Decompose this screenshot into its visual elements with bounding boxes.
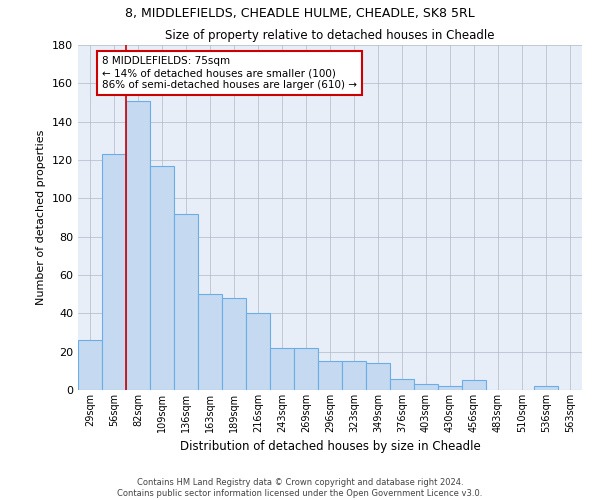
Bar	[78, 340, 102, 390]
Text: Contains HM Land Registry data © Crown copyright and database right 2024.
Contai: Contains HM Land Registry data © Crown c…	[118, 478, 482, 498]
Bar	[150, 166, 174, 390]
X-axis label: Distribution of detached houses by size in Cheadle: Distribution of detached houses by size …	[179, 440, 481, 454]
Bar	[102, 154, 126, 390]
Bar	[174, 214, 198, 390]
Bar	[294, 348, 318, 390]
Bar	[222, 298, 246, 390]
Bar	[438, 386, 462, 390]
Text: 8 MIDDLEFIELDS: 75sqm
← 14% of detached houses are smaller (100)
86% of semi-det: 8 MIDDLEFIELDS: 75sqm ← 14% of detached …	[102, 56, 357, 90]
Bar	[390, 378, 414, 390]
Bar	[462, 380, 486, 390]
Bar	[246, 314, 270, 390]
Bar	[198, 294, 222, 390]
Bar	[414, 384, 438, 390]
Bar	[366, 363, 390, 390]
Text: 8, MIDDLEFIELDS, CHEADLE HULME, CHEADLE, SK8 5RL: 8, MIDDLEFIELDS, CHEADLE HULME, CHEADLE,…	[125, 8, 475, 20]
Bar	[270, 348, 294, 390]
Bar	[126, 100, 150, 390]
Title: Size of property relative to detached houses in Cheadle: Size of property relative to detached ho…	[165, 30, 495, 43]
Bar	[342, 361, 366, 390]
Bar	[534, 386, 558, 390]
Y-axis label: Number of detached properties: Number of detached properties	[37, 130, 46, 305]
Bar	[318, 361, 342, 390]
